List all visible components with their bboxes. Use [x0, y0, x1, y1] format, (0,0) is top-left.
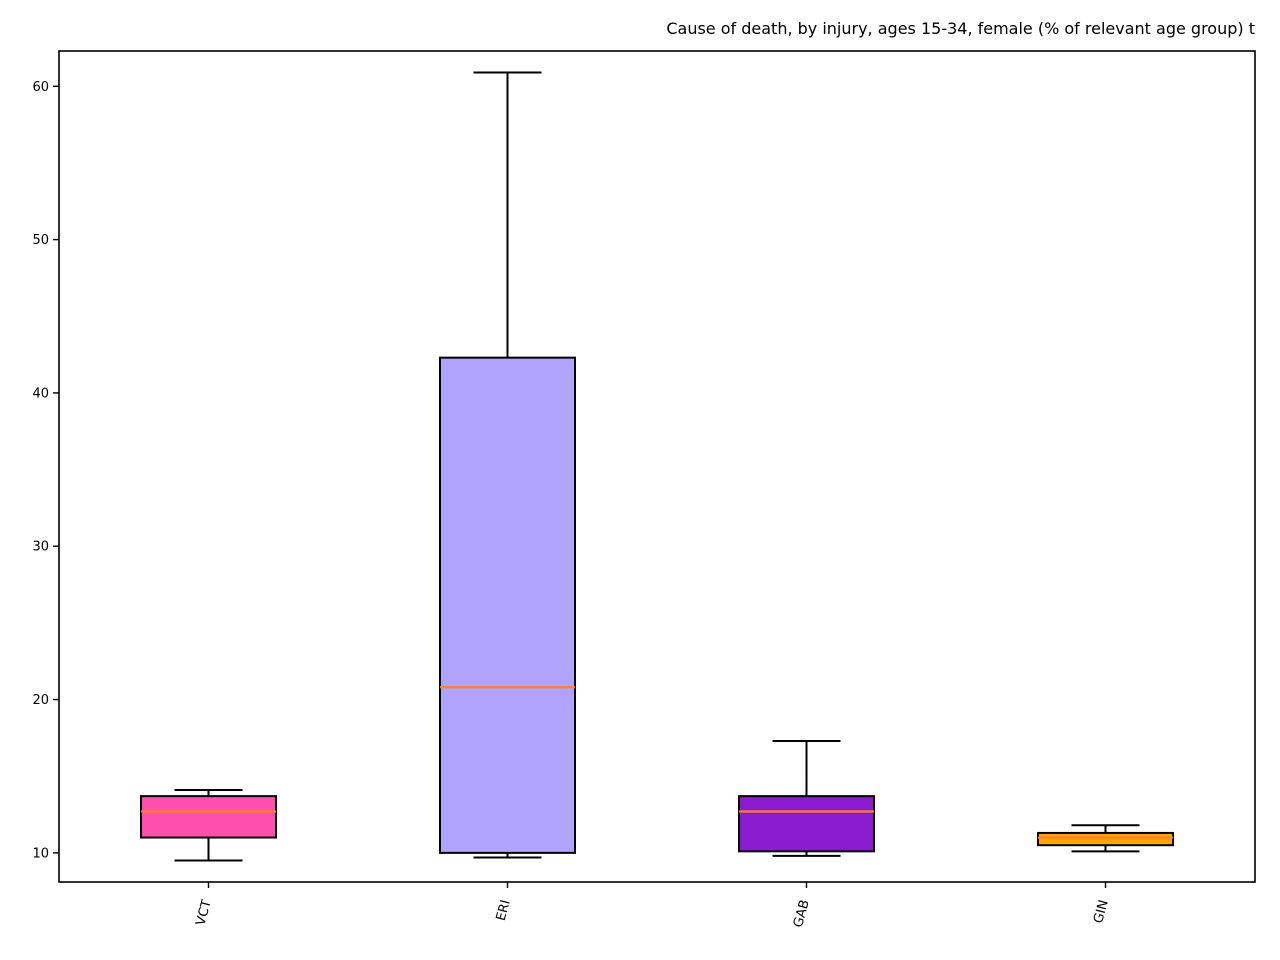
x-tick-label: VCT — [194, 898, 215, 927]
y-tick-label: 60 — [32, 80, 49, 95]
plot-marks: 10 20 30 40 50 60 VCT ERI GAB GIN — [32, 71, 1174, 929]
y-tick-label: 50 — [32, 233, 49, 248]
x-tick-label: GAB — [791, 898, 813, 929]
box-gab — [738, 795, 875, 853]
box-vct — [140, 795, 277, 839]
y-tick-label: 40 — [32, 386, 49, 401]
x-tick-label: ERI — [494, 898, 514, 922]
plot-frame — [58, 50, 1256, 883]
y-tick-label: 30 — [32, 540, 49, 555]
box-gin — [1037, 831, 1174, 847]
box-eri — [439, 356, 576, 854]
chart-title: Cause of death, by injury, ages 15-34, f… — [666, 19, 1255, 38]
y-tick-label: 20 — [32, 693, 49, 708]
x-tick-label: GIN — [1091, 898, 1112, 925]
y-tick-label: 10 — [32, 846, 49, 861]
